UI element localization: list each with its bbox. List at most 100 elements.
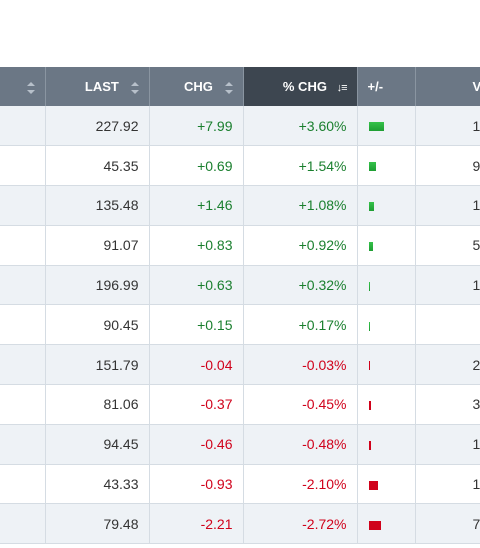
change-bar-cell [357, 225, 416, 266]
last-price-cell: 43.33 [45, 464, 150, 505]
change-bar-cell [357, 344, 416, 386]
last-price-cell: 94.45 [45, 424, 150, 465]
table-row[interactable]: 227.92 +7.99 +3.60% 1 [0, 106, 480, 147]
volume-cell: 9 [415, 145, 480, 187]
header-label: LAST [84, 79, 119, 94]
change-bar [368, 202, 374, 212]
change-bar [368, 321, 370, 331]
last-price-cell: 91.07 [45, 225, 150, 266]
change-cell: -0.46 [149, 424, 244, 465]
last-price-cell: 135.48 [45, 185, 150, 226]
symbol-cell [0, 225, 46, 266]
change-bar-cell [357, 384, 416, 425]
change-bar-cell [357, 424, 416, 465]
change-bar-cell [357, 503, 416, 545]
symbol-cell [0, 185, 46, 226]
table-row[interactable]: 151.79 -0.04 -0.03% 2 [0, 344, 480, 386]
change-cell: +7.99 [149, 106, 244, 147]
change-bar-cell [357, 185, 416, 226]
change-cell: +0.63 [149, 265, 244, 306]
table-body: 227.92 +7.99 +3.60% 1 45.35 +0.69 +1.54% 9 135.4… [0, 106, 480, 545]
change-cell: -2.21 [149, 503, 244, 545]
quotes-table: LAST CHG % CHG ↓≡ +/- V 227.92 + [0, 67, 480, 545]
last-price-cell: 81.06 [45, 384, 150, 425]
symbol-cell [0, 145, 46, 187]
header-label: % CHG [282, 79, 327, 94]
percent-change-cell: +1.54% [243, 145, 358, 187]
change-bar-cell [357, 265, 416, 306]
last-price-cell: 151.79 [45, 344, 150, 386]
sort-icon [224, 81, 233, 94]
change-bar [368, 281, 370, 291]
change-bar [368, 242, 373, 252]
header-label: V [472, 79, 480, 94]
table-row[interactable]: 45.35 +0.69 +1.54% 9 [0, 145, 480, 187]
table-row[interactable]: 91.07 +0.83 +0.92% 5 [0, 225, 480, 266]
volume-cell: 1 [415, 265, 480, 306]
volume-cell: 1 [415, 424, 480, 465]
percent-change-cell: +0.92% [243, 225, 358, 266]
change-cell: -0.93 [149, 464, 244, 505]
change-bar-cell [357, 464, 416, 505]
percent-change-cell: +0.32% [243, 265, 358, 306]
change-cell: -0.04 [149, 344, 244, 386]
column-header-plus-minus[interactable]: +/- [357, 67, 416, 106]
percent-change-cell: +0.17% [243, 304, 358, 346]
column-header-pct-chg[interactable]: % CHG ↓≡ [243, 67, 358, 106]
change-bar [368, 441, 371, 451]
volume-cell: 1 [415, 464, 480, 505]
volume-cell: 5 [415, 225, 480, 266]
change-cell: +1.46 [149, 185, 244, 226]
volume-cell: 1 [415, 185, 480, 226]
symbol-cell [0, 344, 46, 386]
table-row[interactable]: 81.06 -0.37 -0.45% 3 [0, 384, 480, 425]
change-cell: -0.37 [149, 384, 244, 425]
symbol-cell [0, 464, 46, 505]
table-row[interactable]: 90.45 +0.15 +0.17% [0, 304, 480, 346]
column-header-symbol[interactable] [0, 67, 46, 106]
percent-change-cell: -0.03% [243, 344, 358, 386]
volume-cell: 1 [415, 106, 480, 147]
column-header-volume[interactable]: V [415, 67, 480, 106]
symbol-cell [0, 424, 46, 465]
change-bar [368, 162, 376, 172]
last-price-cell: 90.45 [45, 304, 150, 346]
symbol-cell [0, 304, 46, 346]
change-bar [368, 361, 370, 371]
change-bar [368, 401, 371, 411]
table-row[interactable]: 94.45 -0.46 -0.48% 1 [0, 424, 480, 465]
percent-change-cell: -0.48% [243, 424, 358, 465]
volume-cell [415, 304, 480, 346]
header-label: +/- [367, 79, 384, 94]
table-row[interactable]: 79.48 -2.21 -2.72% 7 [0, 503, 480, 545]
percent-change-cell: -0.45% [243, 384, 358, 425]
change-bar [368, 520, 381, 530]
last-price-cell: 45.35 [45, 145, 150, 187]
change-cell: +0.15 [149, 304, 244, 346]
table-row[interactable]: 135.48 +1.46 +1.08% 1 [0, 185, 480, 226]
change-bar [368, 480, 378, 490]
last-price-cell: 227.92 [45, 106, 150, 147]
sort-descending-icon: ↓≡ [336, 81, 348, 94]
volume-cell: 3 [415, 384, 480, 425]
sort-icon [130, 81, 139, 94]
table-row[interactable]: 43.33 -0.93 -2.10% 1 [0, 464, 480, 505]
column-header-chg[interactable]: CHG [149, 67, 244, 106]
percent-change-cell: -2.10% [243, 464, 358, 505]
change-bar [368, 122, 384, 132]
change-cell: +0.83 [149, 225, 244, 266]
percent-change-cell: -2.72% [243, 503, 358, 545]
change-cell: +0.69 [149, 145, 244, 187]
percent-change-cell: +3.60% [243, 106, 358, 147]
symbol-cell [0, 265, 46, 306]
change-bar-cell [357, 106, 416, 147]
header-row: LAST CHG % CHG ↓≡ +/- V [0, 67, 480, 106]
change-bar-cell [357, 145, 416, 187]
table-row[interactable]: 196.99 +0.63 +0.32% 1 [0, 265, 480, 306]
column-header-last[interactable]: LAST [45, 67, 150, 106]
last-price-cell: 196.99 [45, 265, 150, 306]
percent-change-cell: +1.08% [243, 185, 358, 226]
header-label: CHG [183, 79, 213, 94]
symbol-cell [0, 384, 46, 425]
